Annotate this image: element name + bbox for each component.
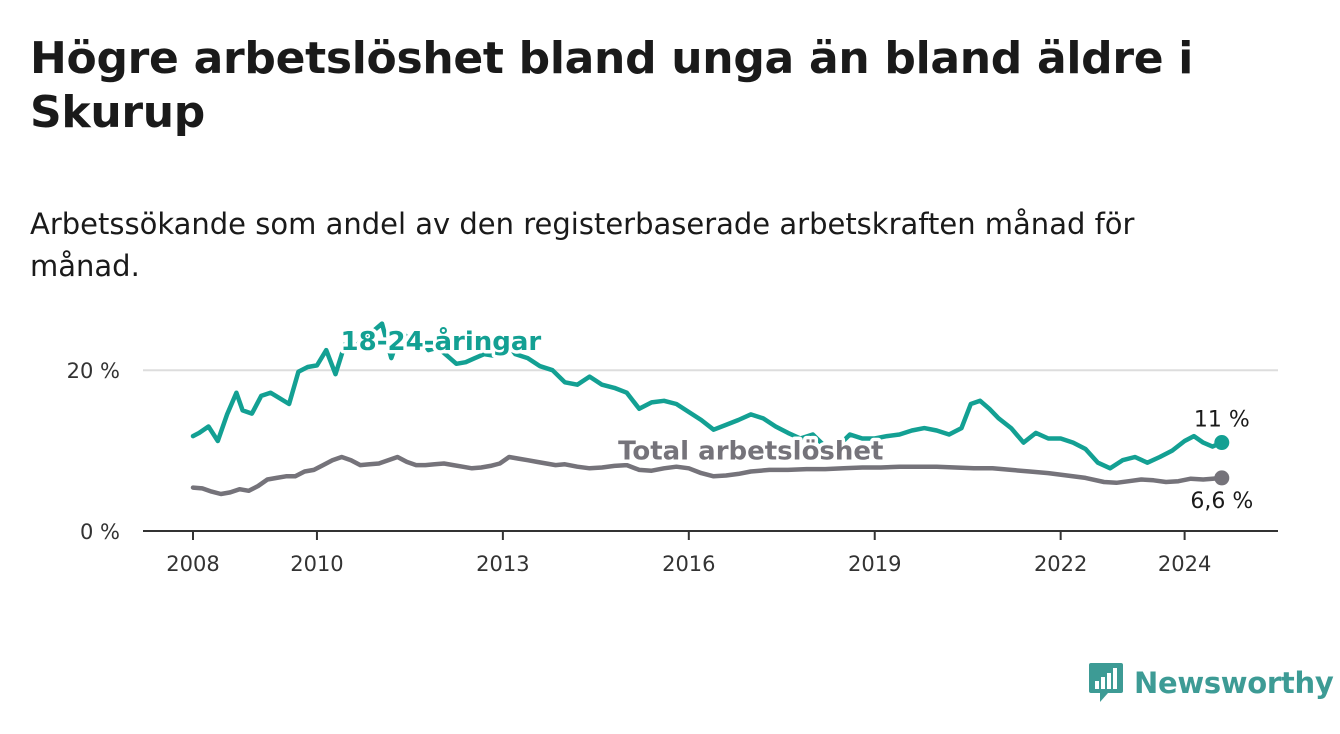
end-value-label-total: 6,6 % [1190,489,1253,514]
series-label-total: Total arbetslöshet [618,436,883,466]
x-tick-label: 2022 [1034,552,1087,576]
end-value-label-youth: 11 % [1194,408,1250,433]
x-tick-label: 2024 [1158,552,1211,576]
series-layer [190,321,1230,497]
brand-name: Newsworthy [1134,666,1334,700]
x-tick-label: 2019 [848,552,901,576]
newsworthy-logo-icon [1089,663,1123,702]
newsworthy-brand: Newsworthy [1088,660,1334,706]
x-tick-label: 2013 [476,552,529,576]
y-tick-label: 0 % [80,520,120,544]
axis-layer: 0 % 20 % 2008 2010 2013 2016 2019 2022 2024 [67,359,1278,576]
series-end-point-total [1214,470,1230,486]
series-end-point-youth [1214,435,1230,451]
series-label-youth: 18-24-åringar [341,325,542,357]
chart-subtitle: Arbetssökande som andel av den registerb… [30,207,1135,283]
series-line-youth [190,321,1225,471]
label-layer: 18-24-åringar 11 % Total arbetslöshet 6,6 % [337,322,1253,514]
x-tick-label: 2016 [662,552,715,576]
x-tick-label: 2010 [290,552,343,576]
y-tick-label: 20 % [67,359,120,383]
chart-title: Högre arbetslöshet bland unga än bland ä… [30,33,1194,138]
series-line-total [190,454,1225,497]
x-tick-label: 2008 [166,552,219,576]
